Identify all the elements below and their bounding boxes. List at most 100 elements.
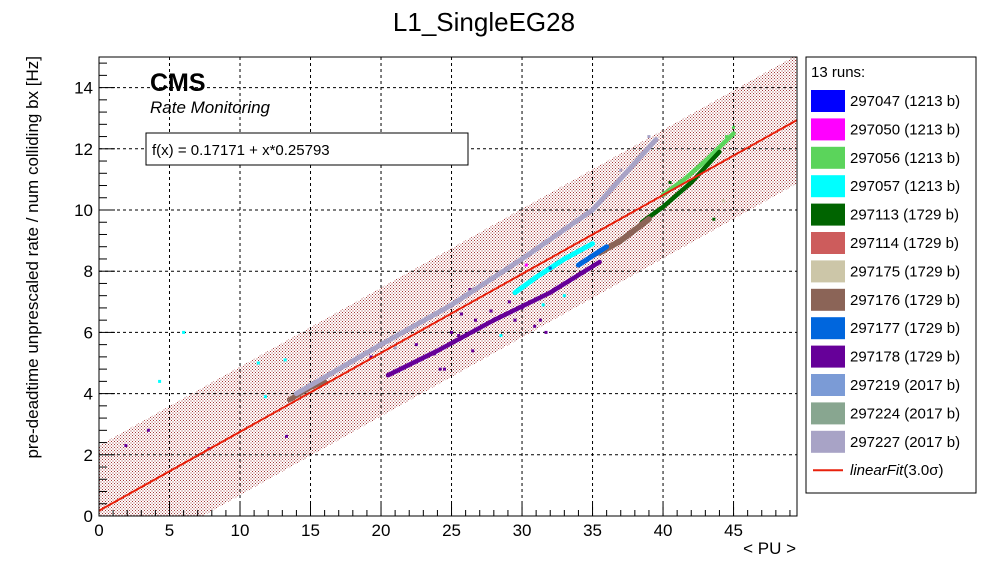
data-point: [285, 434, 288, 438]
x-tick-label: 5: [165, 521, 174, 540]
fit-band-layer: [99, 57, 797, 516]
data-point: [474, 318, 477, 322]
cms-label: CMS: [150, 69, 206, 97]
data-point: [529, 300, 532, 304]
data-point: [689, 181, 693, 184]
series-12: [293, 135, 659, 397]
x-tick-label: 45: [724, 521, 743, 540]
data-point: [459, 312, 463, 316]
legend-label: 297219 (2017 b): [850, 377, 960, 394]
data-point: [647, 135, 651, 139]
data-point: [513, 318, 517, 322]
legend-swatch: [811, 260, 845, 283]
legend-label: 297224 (2017 b): [850, 405, 960, 422]
series-band: [293, 137, 659, 397]
data-point: [369, 355, 373, 359]
y-tick-label: 14: [74, 79, 93, 98]
series-9: [124, 259, 602, 451]
data-point: [471, 349, 475, 353]
legend-header: 13 runs:: [811, 64, 865, 81]
fit-formula-text: f(x) = 0.17171 + x*0.25793: [152, 142, 330, 159]
x-axis-label: < PU >: [743, 539, 796, 558]
legend-swatch: [811, 288, 845, 311]
data-point: [541, 303, 545, 307]
data-point: [668, 181, 672, 184]
legend-swatch: [811, 203, 845, 226]
legend-label: 297056 (1213 b): [850, 150, 960, 167]
legend-swatch: [811, 374, 845, 396]
y-axis-label: pre-deadtime unprescaled rate / num coll…: [23, 56, 42, 459]
legend-label: 297227 (2017 b): [850, 434, 960, 451]
data-point: [256, 361, 260, 365]
legend-entries: 297047 (1213 b) 297050 (1213 b) 297056 (12…: [811, 90, 960, 479]
data-point: [548, 266, 552, 270]
data-point: [538, 318, 542, 322]
data-point: [263, 395, 267, 399]
legend-swatch: [811, 90, 845, 112]
legend-label: 297175 (1729 b): [850, 263, 960, 280]
y-tick-label: 10: [74, 201, 93, 220]
y-tick-label: 4: [84, 385, 93, 404]
grid-layer: [99, 57, 797, 516]
fit-line: [99, 119, 797, 512]
data-point: [457, 334, 461, 337]
data-point: [506, 312, 510, 316]
data-point: [443, 367, 446, 371]
legend-swatch: [811, 118, 845, 141]
data-point: [722, 199, 726, 203]
data-point: [414, 343, 418, 347]
data-point: [158, 379, 162, 383]
x-tick-label: 30: [513, 521, 532, 540]
data-point: [499, 334, 503, 337]
series-2: [660, 125, 736, 197]
data-point: [520, 306, 524, 310]
x-tick-label: 0: [94, 521, 103, 540]
x-tick-labels: 0 5 10 15 20 25 30 35 40 45: [94, 521, 743, 540]
x-tick-label: 15: [301, 521, 320, 540]
data-point: [732, 125, 735, 129]
data-point: [562, 294, 566, 298]
data-point: [450, 330, 453, 334]
fit-line-layer: [99, 119, 797, 512]
fit-formula-box: [145, 132, 469, 166]
data-point: [619, 168, 623, 172]
chart-title: L1_SingleEG28: [393, 7, 575, 37]
data-point: [182, 330, 186, 334]
legend-swatch: [811, 402, 845, 425]
data-point: [468, 288, 472, 292]
legend-label: 297178 (1729 b): [850, 349, 960, 366]
y-tick-labels: 0 2 4 6 8 10 12 14: [74, 79, 93, 526]
y-tick-label: 6: [84, 323, 93, 342]
legend-swatch: [811, 430, 845, 453]
data-point: [489, 309, 493, 313]
x-tick-label: 35: [583, 521, 602, 540]
series-band: [660, 131, 736, 197]
series-band: [639, 149, 722, 225]
data-point: [633, 226, 637, 230]
legend-fit-label: linearFit(3.0σ): [850, 462, 943, 479]
legend-swatch: [811, 175, 845, 198]
data-point: [433, 352, 437, 356]
data-point: [146, 428, 150, 432]
legend-swatch: [811, 232, 845, 254]
legend-label: 297050 (1213 b): [850, 121, 960, 138]
y-tick-label: 8: [84, 262, 93, 281]
data-point: [124, 444, 128, 448]
series-layer: [124, 125, 736, 451]
x-tick-label: 10: [231, 521, 250, 540]
series-band: [385, 259, 602, 378]
ticks-layer: [98, 62, 791, 517]
x-tick-label: 25: [442, 521, 461, 540]
legend-label: 297114 (1729 b): [850, 235, 959, 252]
legend-label: 297176 (1729 b): [850, 292, 960, 309]
series-4: [639, 149, 722, 225]
data-point: [725, 135, 728, 139]
data-point: [283, 358, 287, 362]
plot-frame: [98, 56, 798, 517]
fit-band: [99, 57, 797, 516]
data-point: [393, 346, 397, 350]
series-6: [722, 199, 726, 203]
legend-label: 297047 (1213 b): [850, 93, 960, 110]
y-tick-label: 12: [74, 140, 93, 159]
